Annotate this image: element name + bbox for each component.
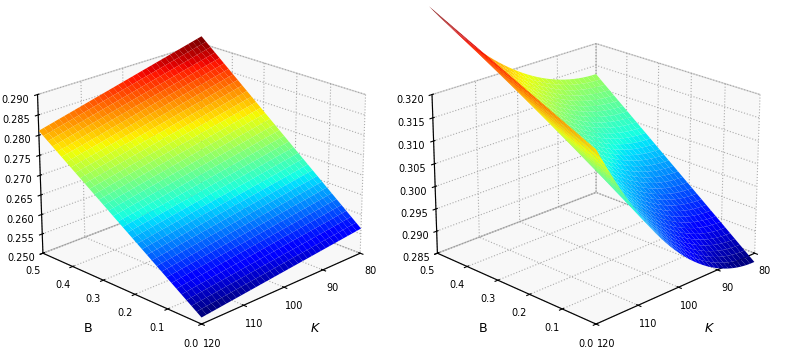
Y-axis label: B: B — [84, 323, 93, 336]
X-axis label: K: K — [705, 323, 713, 336]
X-axis label: K: K — [310, 323, 319, 336]
Y-axis label: B: B — [478, 323, 487, 336]
